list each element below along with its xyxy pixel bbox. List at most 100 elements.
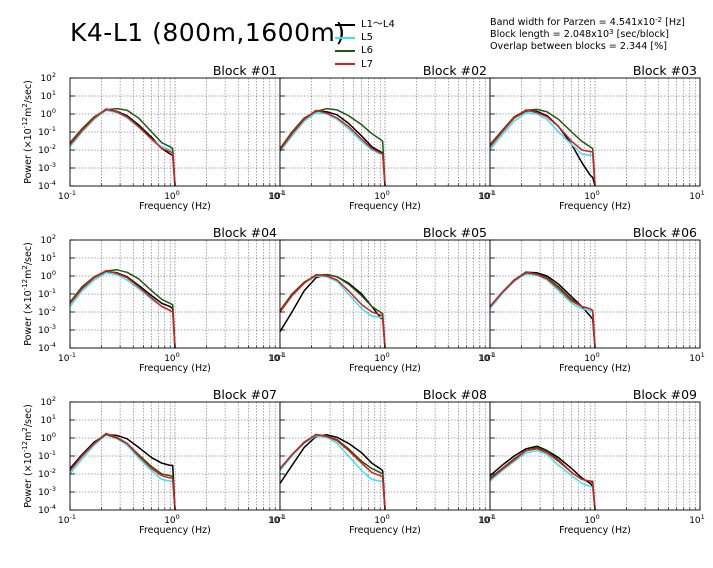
legend-line-l6: [335, 49, 355, 52]
series-line: [69, 108, 176, 187]
series-line: [279, 109, 386, 187]
legend-line-l7: [335, 63, 355, 66]
series-line: [489, 109, 596, 187]
x-axis-label: Frequency (Hz): [349, 525, 421, 536]
series-line: [489, 111, 596, 187]
x-axis-label: Frequency (Hz): [139, 525, 211, 536]
series-line: [489, 271, 596, 349]
y-tick-label: 10-4: [38, 503, 56, 516]
series-line: [279, 107, 386, 187]
y-tick-label: 100: [40, 269, 56, 282]
x-axis-label: Frequency (Hz): [559, 363, 631, 374]
y-tick-label: 10-2: [38, 305, 56, 318]
series-line: [69, 434, 176, 511]
subplot-title: Block #06: [633, 225, 697, 240]
x-axis-label: Frequency (Hz): [559, 525, 631, 536]
series-line: [69, 432, 176, 511]
x-tick-label: 10-1: [478, 351, 496, 364]
x-tick-label: 10-1: [268, 513, 286, 526]
subplot-title: Block #08: [423, 387, 487, 402]
legend-item: L6: [335, 44, 395, 57]
legend-label: L5: [361, 32, 373, 44]
series-line: [279, 111, 386, 187]
series-line: [279, 434, 386, 511]
x-tick-label: 10-1: [58, 351, 76, 364]
x-axis-label: Frequency (Hz): [139, 363, 211, 374]
x-tick-label: 10-1: [268, 189, 286, 202]
y-tick-label: 10-2: [38, 143, 56, 156]
legend-label: L1〜L4: [361, 19, 395, 30]
y-tick-label: 10-1: [38, 125, 56, 138]
y-tick-label: 10-2: [38, 467, 56, 480]
legend-item: L5: [335, 31, 395, 44]
y-tick-label: 101: [40, 413, 56, 426]
x-tick-label: 10-1: [478, 189, 496, 202]
subplot-title: Block #07: [213, 387, 277, 402]
legend: L1〜L4 L5 L6 L7: [335, 18, 395, 71]
subplot-title: Block #09: [633, 387, 697, 402]
param-block-length: Block length = 2.048x103 [sec/block]: [490, 28, 669, 41]
y-tick-label: 10-1: [38, 287, 56, 300]
x-tick-label: 10-1: [58, 189, 76, 202]
subplot-title: Block #01: [213, 63, 277, 78]
subplot-title: Block #03: [633, 63, 697, 78]
legend-label: L7: [361, 58, 373, 70]
y-axis-label: Power (×10-12m2/sec): [21, 80, 34, 184]
legend-item: L1〜L4: [335, 18, 395, 31]
parameter-text: Band width for Parzen = 4.541x10-2 [Hz] …: [490, 17, 685, 53]
series-line: [69, 107, 176, 187]
series-line: [279, 433, 386, 511]
x-tick-label: 101: [689, 513, 705, 526]
series-line: [279, 273, 386, 349]
series-line: [69, 109, 176, 187]
y-tick-label: 101: [40, 251, 56, 264]
y-tick-label: 100: [40, 107, 56, 120]
x-tick-label: 101: [689, 351, 705, 364]
series-line: [489, 449, 596, 511]
x-tick-label: 10-1: [478, 513, 496, 526]
x-tick-label: 101: [689, 189, 705, 202]
x-tick-label: 10-1: [268, 351, 286, 364]
y-tick-label: 102: [40, 71, 56, 84]
param-overlap: Overlap between blocks = 2.344 [%]: [490, 41, 668, 52]
figure-title: K4-L1 (800m,1600m): [70, 18, 346, 47]
y-tick-label: 10-3: [38, 485, 56, 498]
y-tick-label: 100: [40, 431, 56, 444]
subplot-title: Block #05: [423, 225, 487, 240]
x-axis-label: Frequency (Hz): [139, 201, 211, 212]
series-line: [489, 448, 596, 511]
y-tick-label: 10-4: [38, 179, 56, 192]
legend-label: L6: [361, 45, 373, 57]
y-tick-label: 102: [40, 233, 56, 246]
subplot-title: Block #04: [213, 225, 277, 240]
y-tick-label: 102: [40, 395, 56, 408]
y-tick-label: 10-3: [38, 323, 56, 336]
subplot-title: Block #02: [423, 63, 487, 78]
legend-line-l1-l4: [335, 23, 355, 26]
series-line: [279, 273, 386, 349]
x-axis-label: Frequency (Hz): [349, 201, 421, 212]
y-tick-label: 101: [40, 89, 56, 102]
y-tick-label: 10-1: [38, 449, 56, 462]
legend-line-l5: [335, 36, 355, 39]
x-tick-label: 10-1: [58, 513, 76, 526]
x-axis-label: Frequency (Hz): [559, 201, 631, 212]
y-tick-label: 10-3: [38, 161, 56, 174]
x-axis-label: Frequency (Hz): [349, 363, 421, 374]
series-line: [69, 269, 176, 349]
y-tick-label: 10-4: [38, 341, 56, 354]
legend-item: L7: [335, 58, 395, 71]
param-bandwidth: Band width for Parzen = 4.541x10-2 [Hz]: [490, 16, 685, 29]
series-line: [69, 269, 176, 349]
